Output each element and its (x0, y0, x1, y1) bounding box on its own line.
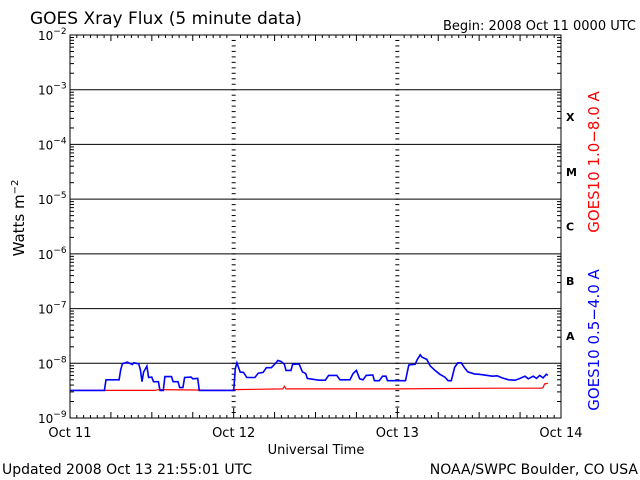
chart-title: GOES Xray Flux (5 minute data) (30, 9, 302, 29)
flare-class-label: B (566, 275, 574, 288)
y-tick-label: 10−3 (38, 82, 67, 98)
series-line-long (70, 382, 549, 392)
legend-long-channel: GOES10 1.0−8.0 A (585, 90, 603, 232)
y-tick-label: 10−9 (38, 410, 67, 426)
y-axis-tick-labels: 10−2 10−3 10−4 10−5 10−6 10−7 10−8 10−9 (38, 27, 67, 426)
data-series (70, 353, 549, 392)
series-line-short (70, 353, 549, 392)
y-tick-label: 10−6 (38, 246, 67, 262)
x-axis-label: Universal Time (268, 443, 365, 458)
plot-frame (69, 34, 562, 419)
y-tick-label: 10−4 (38, 136, 67, 152)
y-axis-label: Watts m−2 (10, 180, 28, 257)
grid-lines (70, 34, 561, 419)
flare-class-labels: X M C B A (566, 111, 577, 343)
y-tick-label: 10−2 (38, 27, 67, 43)
footer-updated: Updated 2008 Oct 13 21:55:01 UTC (2, 462, 252, 478)
y-tick-label: 10−7 (38, 301, 67, 317)
flare-class-label: X (566, 111, 575, 124)
x-tick-label: Oct 14 (539, 426, 582, 441)
begin-label: Begin: 2008 Oct 11 0000 UTC (443, 19, 636, 34)
flare-class-label: M (566, 166, 577, 179)
y-tick-label: 10−8 (38, 355, 67, 371)
x-tick-label: Oct 12 (212, 426, 255, 441)
flare-class-label: A (566, 330, 575, 343)
flare-class-label: C (566, 221, 574, 234)
x-axis-tick-labels: Oct 11 Oct 12 Oct 13 Oct 14 (48, 426, 582, 441)
x-tick-label: Oct 11 (48, 426, 91, 441)
x-tick-label: Oct 13 (376, 426, 419, 441)
y-tick-label: 10−5 (38, 191, 67, 207)
legend-short-channel: GOES10 0.5−4.0 A (585, 268, 603, 410)
footer-source: NOAA/SWPC Boulder, CO USA (430, 462, 639, 478)
